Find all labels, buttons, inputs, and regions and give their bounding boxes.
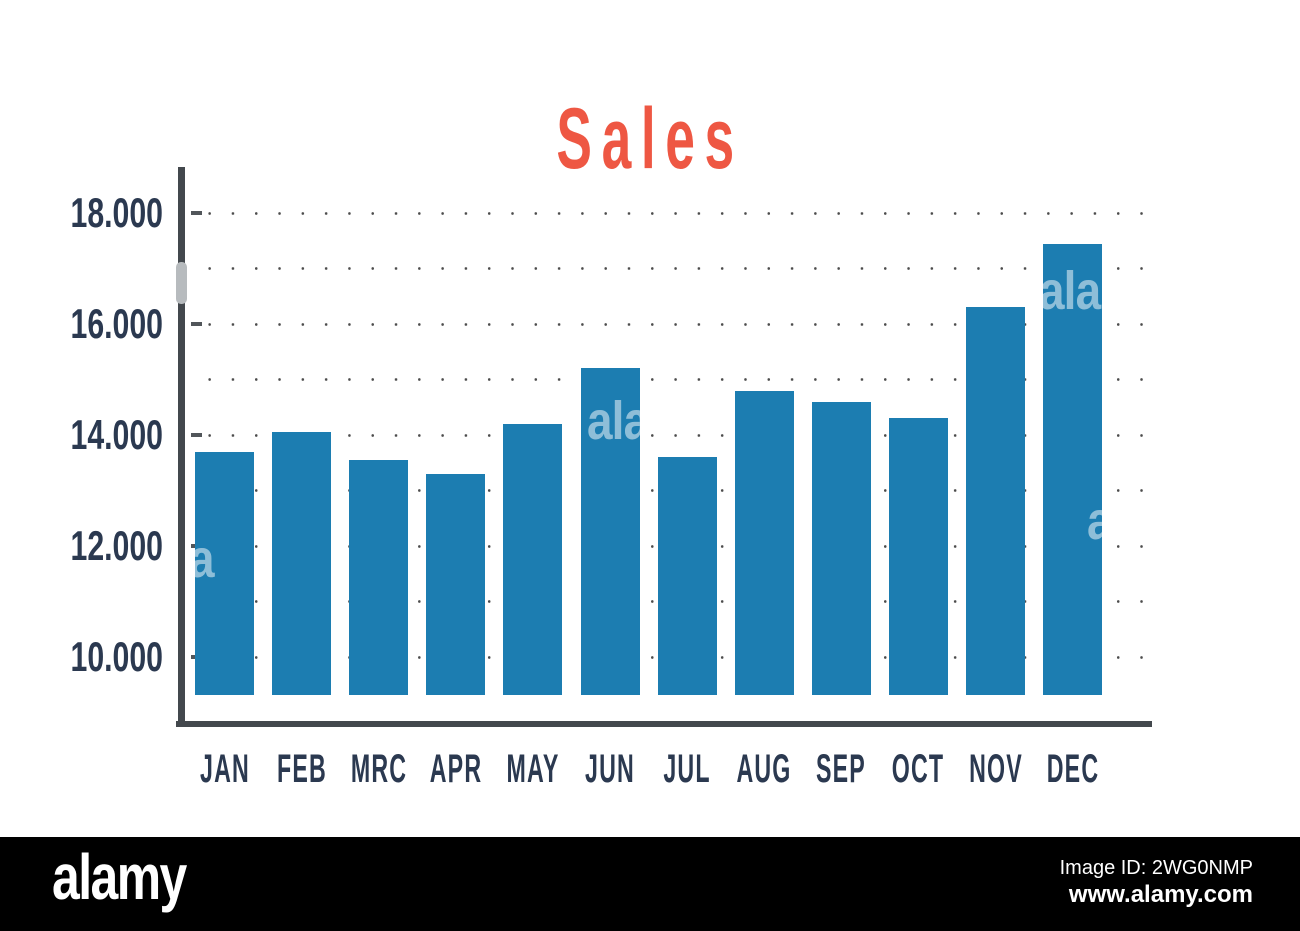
y-tick-mark-18000 [191,211,202,215]
bar-may [503,423,563,695]
bar-apr [426,473,486,695]
y-tick-mark-16000 [191,322,202,326]
x-label-dec: DEC [1046,747,1099,791]
watermark-info: Image ID: 2WG0NMP www.alamy.com [1060,855,1253,909]
gridline-17000 [198,267,1146,270]
bar-sep [811,401,871,695]
gridline-14000 [198,433,1146,437]
watermark-tile-text-2: alam [1043,260,1102,321]
y-tick-label-14000: 14.000 [70,411,163,458]
bar-nov [966,307,1025,695]
x-label-oct: OCT [892,747,945,791]
bar-jan: a [195,451,254,695]
watermark-tile-text-0: a [195,532,215,586]
x-label-mrc: MRC [350,747,407,791]
image-id-text: Image ID: 2WG0NMP [1059,857,1253,879]
bar-oct [888,418,948,695]
y-tick-label-10000: 10.000 [70,633,163,680]
watermark-artifact [176,262,187,304]
x-label-jun: JUN [585,747,635,791]
chart-title: Sales [0,96,1300,186]
x-label-jul: JUL [663,747,711,791]
bar-jul [657,457,717,695]
watermark-tile-text-3: a [1087,494,1102,548]
y-tick-mark-14000 [191,433,202,437]
bar-mrc [349,459,409,695]
gridline-15000 [198,378,1146,381]
gridline-16000 [198,322,1146,326]
alamy-url-text: www.alamy.com [1068,881,1253,908]
x-label-jan: JAN [199,747,250,791]
x-label-feb: FEB [276,747,327,791]
bar-jun: ala [580,368,640,695]
bar-dec: alam a [1043,243,1103,695]
x-label-aug: AUG [736,747,792,791]
x-label-apr: APR [429,747,483,791]
alamy-logo: alamy [52,841,187,913]
bar-feb [272,432,332,695]
x-label-sep: SEP [816,747,867,791]
y-tick-label-12000: 12.000 [70,522,163,569]
chart-title-text: Sales [556,91,744,187]
x-label-nov: NOV [968,747,1023,791]
x-label-may: MAY [506,747,560,791]
y-axis-line [178,167,185,727]
x-axis-line [176,721,1152,727]
watermark-tile-text-1: ala [586,391,640,452]
alamy-watermark-bar: alamy Image ID: 2WG0NMP www.alamy.com [0,837,1300,931]
bar-aug [734,390,794,695]
y-tick-label-16000: 16.000 [70,300,163,347]
gridline-18000 [198,211,1146,215]
y-tick-label-18000: 18.000 [70,189,163,236]
